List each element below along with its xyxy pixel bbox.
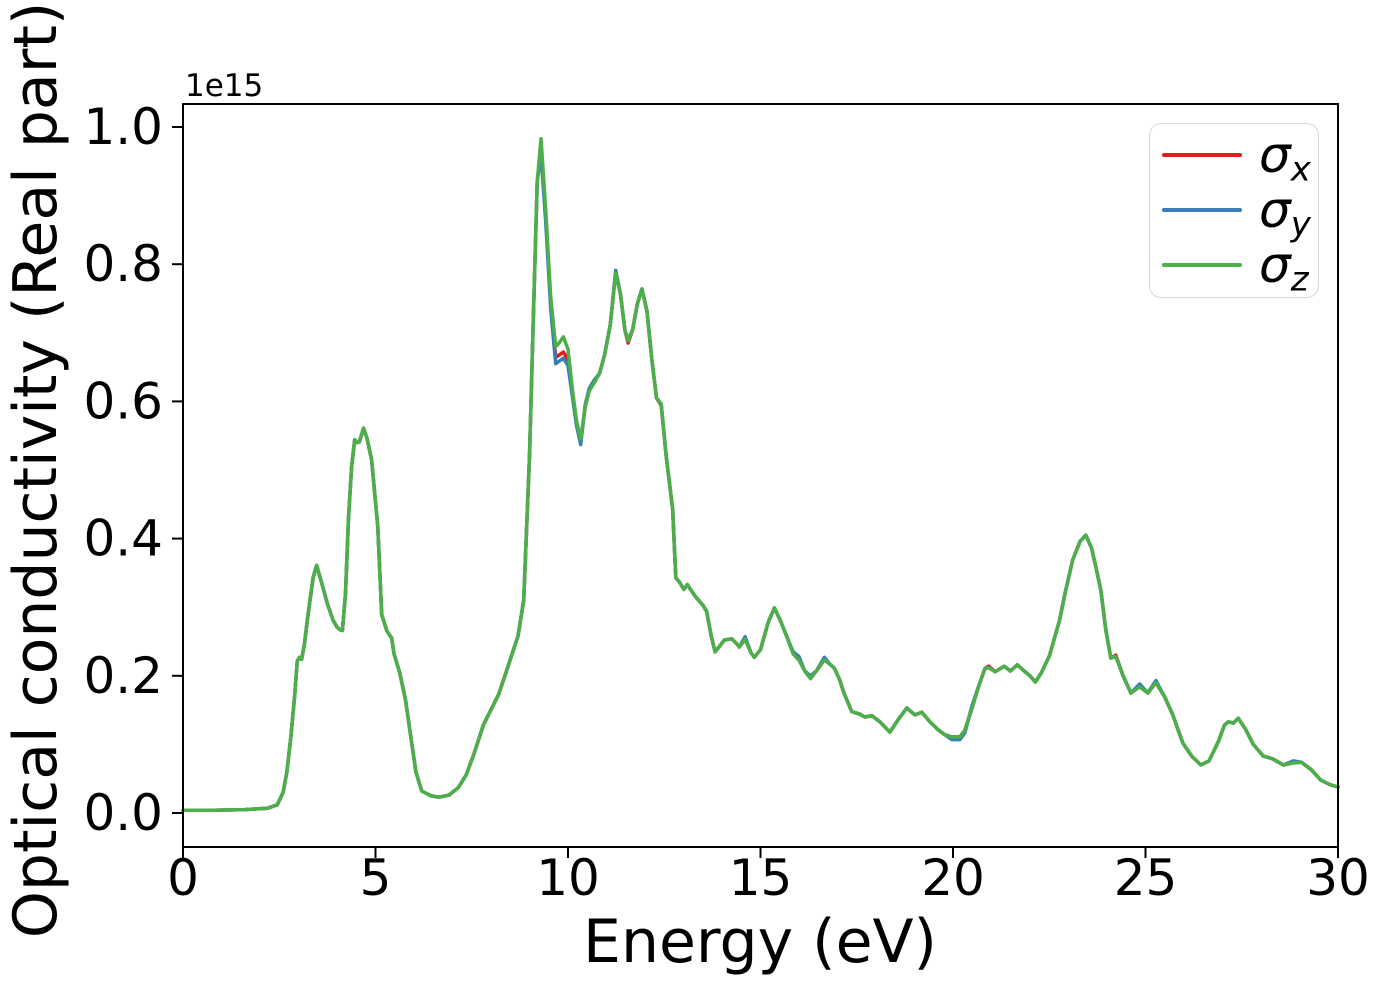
y-tick-label: 0.8 — [83, 235, 163, 293]
y-tick-label: 0.2 — [83, 647, 163, 705]
y-tick-label: 1.0 — [83, 98, 163, 156]
x-tick-label: 25 — [1114, 849, 1178, 907]
plot-border — [182, 103, 1339, 848]
legend-label: σx — [1259, 125, 1311, 189]
legend-entry-z: σz — [1150, 235, 1318, 299]
x-tick-label: 5 — [360, 849, 392, 907]
y-axis-offset-text: 1e15 — [185, 68, 263, 104]
legend-line-swatch — [1162, 207, 1242, 212]
y-tick-label: 0.4 — [83, 510, 163, 568]
x-axis-label: Energy (eV) — [583, 907, 937, 977]
legend-label: σz — [1259, 235, 1309, 299]
y-tick-label: 0.0 — [83, 784, 163, 842]
legend-line-swatch — [1162, 152, 1242, 157]
x-tick-label: 0 — [167, 849, 199, 907]
legend-entry-y: σy — [1150, 180, 1318, 244]
legend-label: σy — [1259, 180, 1311, 244]
y-tick-label: 0.6 — [83, 372, 163, 430]
legend: σx σy σz — [1149, 123, 1319, 298]
line-sigma_z — [181, 136, 1340, 813]
series-lines — [181, 136, 1340, 813]
x-tick-label: 15 — [729, 849, 793, 907]
x-tick-label: 20 — [921, 849, 985, 907]
y-axis-label: Optical conductivity (Real part) — [1, 2, 71, 939]
legend-entry-x: σx — [1150, 125, 1318, 189]
legend-line-swatch — [1162, 262, 1242, 267]
y-axis-ticks: 0.0 0.2 0.4 0.6 0.8 1.0 — [83, 98, 183, 842]
x-tick-label: 10 — [536, 849, 600, 907]
x-axis-ticks: 0 5 10 15 20 25 30 — [167, 847, 1370, 907]
x-tick-label: 30 — [1306, 849, 1370, 907]
